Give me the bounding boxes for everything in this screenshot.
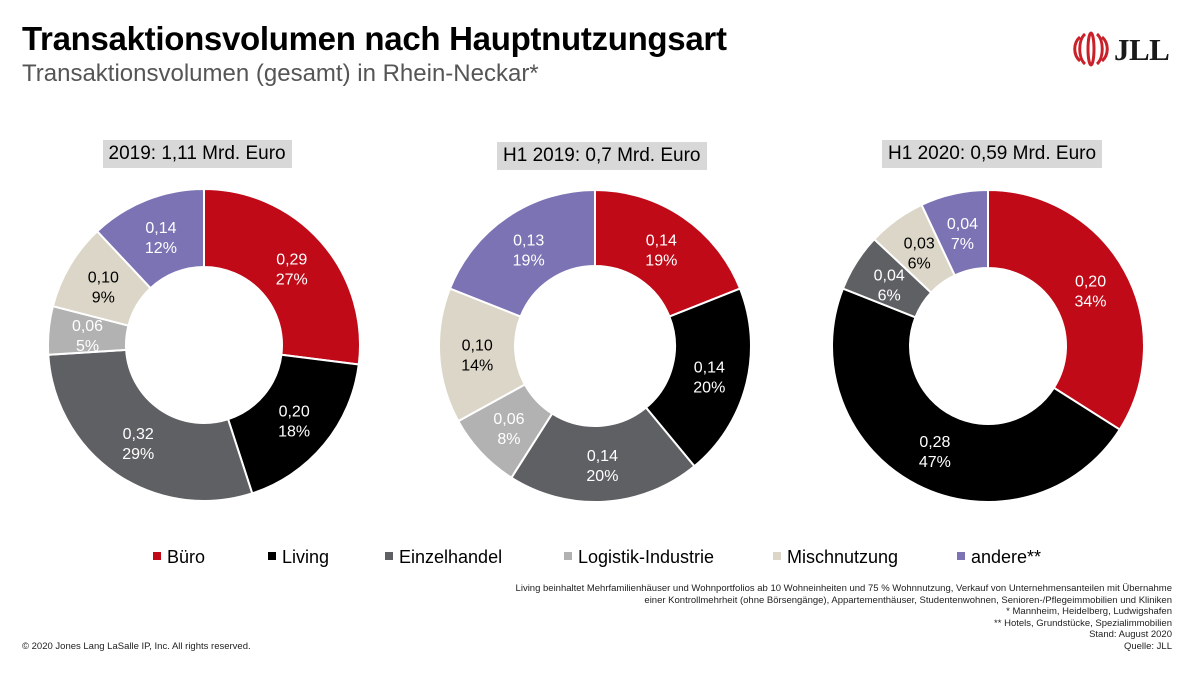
slice-einzelhandel — [510, 406, 696, 503]
slice-value-label: 0,03 — [904, 235, 935, 252]
legend-label: Mischnutzung — [787, 547, 899, 567]
page-subtitle: Transaktionsvolumen (gesamt) in Rhein-Ne… — [22, 60, 539, 87]
slice-percent-label: 6% — [908, 255, 931, 272]
footnote-line: einer Kontrollmehrheit (ohne Börsengänge… — [644, 594, 1172, 606]
slice-value-label: 0,14 — [694, 359, 725, 376]
legend-label: andere** — [971, 547, 1042, 567]
slice-value-label: 0,13 — [513, 232, 544, 249]
donut-chart-1: 0,29 27% 0,20 18% 0,32 29% 0,06 5% 0,10 9% 0,14 12% — [47, 187, 361, 502]
slice-value-label: 0,20 — [1075, 274, 1106, 291]
slice-value-label: 0,04 — [947, 216, 978, 233]
slice-andere — [448, 188, 596, 318]
legend-label: Büro — [167, 547, 206, 567]
slice-value-label: 0,06 — [493, 411, 524, 428]
chart-legend: Büro Living Einzelhandel Logistik-Industrie… — [0, 544, 1198, 570]
slice-percent-label: 20% — [586, 468, 618, 485]
slice-value-label: 0,28 — [919, 434, 950, 451]
slice-living — [226, 353, 360, 495]
footnote-line: ** Hotels, Grundstücke, Spezialimmobilie… — [994, 617, 1172, 629]
slice-b-ro — [987, 188, 1145, 431]
donut-chart-title: H1 2020: 0,59 Mrd. Euro — [882, 140, 1103, 168]
legend-item-living: Living — [268, 544, 329, 570]
slice-living — [831, 287, 1122, 503]
legend-label: Logistik-Industrie — [578, 547, 715, 567]
footnotes: Living beinhaltet Mehrfamilienhäuser und… — [516, 583, 1172, 653]
slice-percent-label: 19% — [513, 252, 545, 269]
donut-charts: 0,29 27% 0,20 18% 0,32 29% 0,06 5% 0,10 9% 0,14 12%… — [47, 140, 1145, 503]
slice-andere — [920, 188, 989, 277]
copyright-notice: © 2020 Jones Lang LaSalle IP, Inc. All r… — [22, 641, 251, 652]
footnote-line: * Mannheim, Heidelberg, Ludwigshafen — [1006, 606, 1172, 618]
legend-swatch — [385, 552, 393, 561]
donut-chart-title: 2019: 1,11 Mrd. Euro — [102, 140, 292, 168]
slice-percent-label: 9% — [92, 289, 115, 306]
slice-percent-label: 47% — [919, 454, 951, 471]
legend-swatch — [153, 552, 161, 561]
slice-percent-label: 8% — [497, 431, 520, 448]
legend-item-b-ro: Büro — [153, 544, 205, 570]
legend-item-andere: andere** — [957, 544, 1041, 570]
slice-value-label: 0,14 — [646, 232, 677, 249]
slice-value-label: 0,04 — [874, 267, 905, 284]
slice-value-label: 0,14 — [145, 220, 176, 237]
slice-percent-label: 18% — [278, 424, 310, 441]
jll-logo-text: JLL — [1114, 32, 1170, 67]
donut-charts-svg: 0,29 27% 0,20 18% 0,32 29% 0,06 5% 0,10 9% 0,14 12%… — [47, 187, 1145, 503]
legend-swatch — [957, 552, 965, 561]
legend-item-logistik-industrie: Logistik-Industrie — [564, 544, 714, 570]
slice-percent-label: 34% — [1075, 294, 1107, 311]
legend-swatch — [564, 552, 572, 561]
slice-value-label: 0,10 — [88, 269, 119, 286]
donut-chart-2: 0,14 19% 0,14 20% 0,14 20% 0,06 8% 0,10 14% 0,13 19… — [438, 188, 752, 503]
footnote-line: Stand: August 2020 — [1089, 629, 1172, 641]
slice-value-label: 0,32 — [123, 426, 154, 443]
page-title: Transaktionsvolumen nach Hauptnutzungsar… — [22, 20, 727, 57]
slice-percent-label: 19% — [645, 252, 677, 269]
slice-b-ro — [594, 188, 742, 318]
legend-label: Living — [282, 547, 330, 567]
jll-logo: JLL — [1072, 30, 1172, 68]
slice-percent-label: 6% — [878, 287, 901, 304]
slice-living — [644, 287, 752, 468]
slice-value-label: 0,10 — [462, 337, 493, 354]
slice-andere — [95, 187, 205, 290]
footnote-line: Living beinhaltet Mehrfamilienhäuser und… — [515, 583, 1172, 594]
slice-percent-label: 5% — [76, 338, 99, 355]
legend-item-mischnutzung: Mischnutzung — [773, 544, 898, 570]
legend-swatch — [268, 552, 276, 561]
slice-percent-label: 27% — [276, 272, 308, 289]
slice-percent-label: 14% — [461, 357, 493, 374]
slice-value-label: 0,29 — [276, 252, 307, 269]
slice-percent-label: 7% — [951, 236, 974, 253]
legend-swatch — [773, 552, 781, 561]
legend-item-einzelhandel: Einzelhandel — [385, 544, 502, 570]
slice-einzelhandel — [47, 348, 254, 502]
slice-value-label: 0,20 — [279, 404, 310, 421]
legend-label: Einzelhandel — [399, 547, 503, 567]
slice-value-label: 0,14 — [587, 448, 618, 465]
donut-chart-title: H1 2019: 0,7 Mrd. Euro — [497, 142, 707, 170]
slice-percent-label: 29% — [122, 446, 154, 463]
footnote-line: Quelle: JLL — [1123, 640, 1172, 652]
jll-flame-icon — [1073, 31, 1109, 67]
slice-value-label: 0,06 — [72, 318, 103, 335]
slice-percent-label: 12% — [145, 240, 177, 257]
slice-b-ro — [203, 187, 361, 366]
slice-percent-label: 20% — [693, 379, 725, 396]
